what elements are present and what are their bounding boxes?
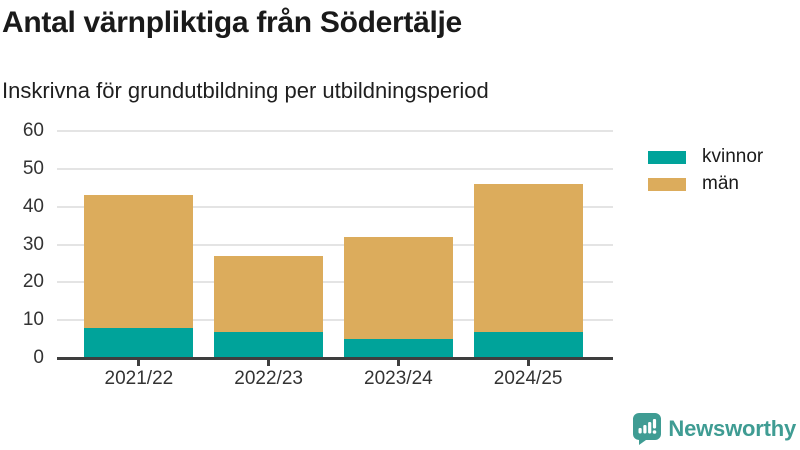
x-axis-tick <box>267 360 271 366</box>
y-tick-label: 20 <box>22 271 44 293</box>
x-axis-tick <box>526 360 530 366</box>
gridline-y60 <box>57 130 613 132</box>
legend-item-kvinnor: kvinnor <box>648 146 764 167</box>
bar-segment-kvinnor-2023/24 <box>343 339 453 358</box>
x-tick-label: 2022/23 <box>234 368 303 389</box>
x-tick-label: 2024/25 <box>493 368 563 389</box>
bar-segment-kvinnor-2022/23 <box>214 331 324 358</box>
bar-segment-män-2024/25 <box>473 183 583 332</box>
bar-segment-kvinnor-2024/25 <box>473 331 583 358</box>
y-tick-label: 10 <box>22 309 44 331</box>
brand-name: Newsworthy <box>668 416 796 441</box>
gridline-y40 <box>57 205 613 208</box>
bar-chart-speech-bubble-icon <box>633 413 662 445</box>
brand-footer: Newsworthy <box>633 413 796 445</box>
bar-segment-män-2023/24 <box>343 236 453 340</box>
bar-segment-män-2021/22 <box>84 195 194 328</box>
legend-label: män <box>702 173 739 194</box>
x-axis-tick <box>137 360 141 366</box>
bar-segment-kvinnor-2021/22 <box>84 327 194 358</box>
y-tick-label: 50 <box>22 157 44 179</box>
x-tick-label: 2021/22 <box>104 368 174 389</box>
gridline-y50 <box>57 167 613 170</box>
x-tick-label: 2023/24 <box>364 368 433 389</box>
legend-swatch-kvinnor <box>648 150 686 164</box>
gridline-y30 <box>57 243 613 246</box>
legend-item-män: män <box>648 173 763 194</box>
y-tick-label: 60 <box>22 120 44 141</box>
chart-title: Antal värnpliktiga från Södertälje <box>2 6 462 39</box>
y-tick-label: 0 <box>33 347 44 368</box>
legend: kvinnor män <box>648 146 764 201</box>
x-axis-tick <box>396 360 400 366</box>
gridline-y20 <box>57 281 613 284</box>
legend-swatch-män <box>648 177 686 191</box>
gridline-y10 <box>57 319 613 322</box>
y-tick-label: 40 <box>22 195 44 217</box>
bar-segment-män-2022/23 <box>214 255 324 332</box>
y-tick-label: 30 <box>22 233 44 255</box>
legend-label: kvinnor <box>702 146 764 167</box>
x-axis-line <box>57 357 613 360</box>
chart-subtitle: Inskrivna för grundutbildning per utbild… <box>2 78 489 103</box>
